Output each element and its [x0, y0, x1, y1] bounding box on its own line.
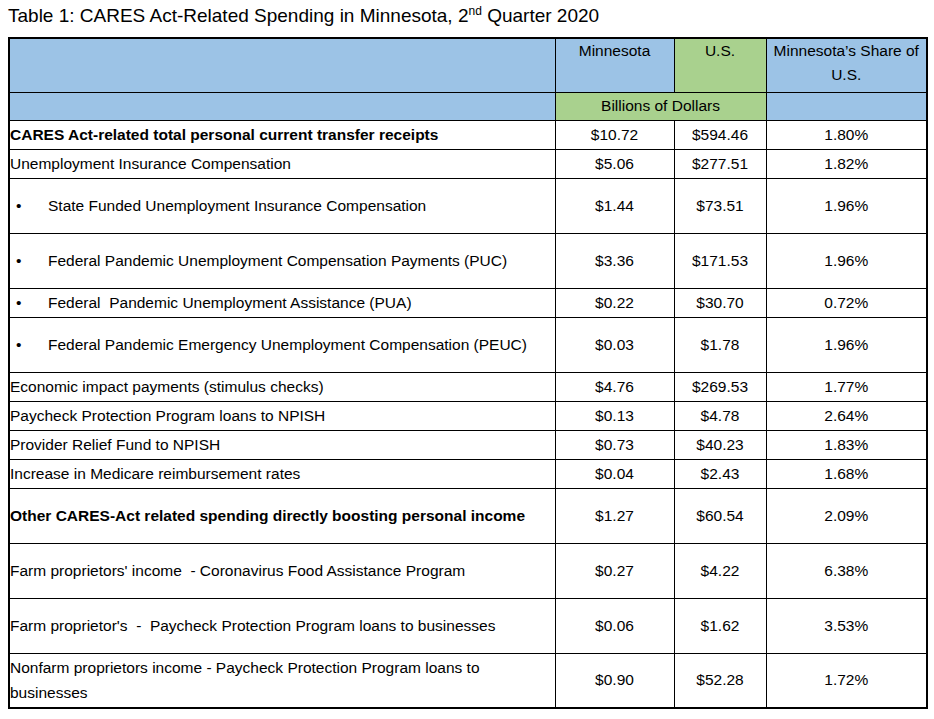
value-us: $1.62: [674, 598, 766, 653]
value-share: 1.72%: [766, 653, 927, 708]
table-row: Other CARES-Act related spending directl…: [9, 488, 927, 543]
row-label: Farm proprietors' income - Coronavirus F…: [9, 543, 555, 598]
value-us: $4.78: [674, 401, 766, 430]
value-share: 2.64%: [766, 401, 927, 430]
table-row: •Federal Pandemic Emergency Unemployment…: [9, 317, 927, 372]
value-us: $277.51: [674, 149, 766, 178]
bullet-icon: •: [10, 290, 48, 315]
row-label: CARES Act-related total personal current…: [9, 120, 555, 149]
bullet-icon: •: [10, 332, 48, 357]
column-header-share: Minnesota’s Share of U.S.: [766, 38, 927, 92]
row-label: Economic impact payments (stimulus check…: [9, 372, 555, 401]
column-header-blank: [9, 38, 555, 92]
table-row: •Federal Pandemic Unemployment Compensat…: [9, 233, 927, 288]
row-label: •State Funded Unemployment Insurance Com…: [9, 178, 555, 233]
row-label: Increase in Medicare reimbursement rates: [9, 459, 555, 488]
value-us: $73.51: [674, 178, 766, 233]
value-us: $1.78: [674, 317, 766, 372]
title-text-suffix: Quarter 2020: [482, 5, 599, 26]
row-label: Provider Relief Fund to NPISH: [9, 430, 555, 459]
value-us: $30.70: [674, 288, 766, 317]
table-row: Economic impact payments (stimulus check…: [9, 372, 927, 401]
value-share: 3.53%: [766, 598, 927, 653]
row-label: •Federal Pandemic Unemployment Compensat…: [9, 233, 555, 288]
spending-table: Minnesota U.S. Minnesota’s Share of U.S.…: [8, 37, 928, 709]
table-row: •Federal Pandemic Unemployment Assistanc…: [9, 288, 927, 317]
value-minnesota: $1.44: [555, 178, 674, 233]
units-blank-right: [766, 92, 927, 120]
value-minnesota: $0.90: [555, 653, 674, 708]
value-share: 0.72%: [766, 288, 927, 317]
table-row: Paycheck Protection Program loans to NPI…: [9, 401, 927, 430]
table-row: Increase in Medicare reimbursement rates…: [9, 459, 927, 488]
value-minnesota: $3.36: [555, 233, 674, 288]
value-share: 6.38%: [766, 543, 927, 598]
table-row: •State Funded Unemployment Insurance Com…: [9, 178, 927, 233]
row-label: Paycheck Protection Program loans to NPI…: [9, 401, 555, 430]
value-share: 2.09%: [766, 488, 927, 543]
value-us: $594.46: [674, 120, 766, 149]
table-row: Nonfarm proprietors income - Paycheck Pr…: [9, 653, 927, 708]
row-label: Other CARES-Act related spending directl…: [9, 488, 555, 543]
value-us: $60.54: [674, 488, 766, 543]
value-minnesota: $0.22: [555, 288, 674, 317]
value-minnesota: $0.27: [555, 543, 674, 598]
table-row: Provider Relief Fund to NPISH $0.73 $40.…: [9, 430, 927, 459]
row-label: •Federal Pandemic Emergency Unemployment…: [9, 317, 555, 372]
row-label: Farm proprietor's - Paycheck Protection …: [9, 598, 555, 653]
value-minnesota: $4.76: [555, 372, 674, 401]
value-minnesota: $0.03: [555, 317, 674, 372]
value-us: $4.22: [674, 543, 766, 598]
value-minnesota: $0.06: [555, 598, 674, 653]
value-share: 1.96%: [766, 178, 927, 233]
value-minnesota: $10.72: [555, 120, 674, 149]
value-minnesota: $5.06: [555, 149, 674, 178]
row-label: Unemployment Insurance Compensation: [9, 149, 555, 178]
table-row: Farm proprietors' income - Coronavirus F…: [9, 543, 927, 598]
row-label: Nonfarm proprietors income - Paycheck Pr…: [9, 653, 555, 708]
value-share: 1.82%: [766, 149, 927, 178]
value-minnesota: $1.27: [555, 488, 674, 543]
column-header-us: U.S.: [674, 38, 766, 92]
table-row: Unemployment Insurance Compensation $5.0…: [9, 149, 927, 178]
header-row: Minnesota U.S. Minnesota’s Share of U.S.: [9, 38, 927, 92]
value-us: $171.53: [674, 233, 766, 288]
value-minnesota: $0.13: [555, 401, 674, 430]
value-share: 1.77%: [766, 372, 927, 401]
bullet-icon: •: [10, 193, 48, 218]
value-minnesota: $0.04: [555, 459, 674, 488]
title-superscript: nd: [469, 4, 482, 18]
value-share: 1.68%: [766, 459, 927, 488]
value-us: $2.43: [674, 459, 766, 488]
document-page: Table 1: CARES Act-Related Spending in M…: [0, 0, 934, 719]
value-share: 1.83%: [766, 430, 927, 459]
title-text: Table 1: CARES Act-Related Spending in M…: [8, 5, 469, 26]
value-us: $52.28: [674, 653, 766, 708]
row-label: •Federal Pandemic Unemployment Assistanc…: [9, 288, 555, 317]
table-row: CARES Act-related total personal current…: [9, 120, 927, 149]
bullet-icon: •: [10, 248, 48, 273]
column-header-minnesota: Minnesota: [555, 38, 674, 92]
table-row: Farm proprietor's - Paycheck Protection …: [9, 598, 927, 653]
value-share: 1.96%: [766, 233, 927, 288]
value-share: 1.96%: [766, 317, 927, 372]
units-blank-left: [9, 92, 555, 120]
units-row: Billions of Dollars: [9, 92, 927, 120]
value-share: 1.80%: [766, 120, 927, 149]
page-title: Table 1: CARES Act-Related Spending in M…: [8, 5, 926, 27]
value-us: $40.23: [674, 430, 766, 459]
value-minnesota: $0.73: [555, 430, 674, 459]
units-header: Billions of Dollars: [555, 92, 766, 120]
value-us: $269.53: [674, 372, 766, 401]
